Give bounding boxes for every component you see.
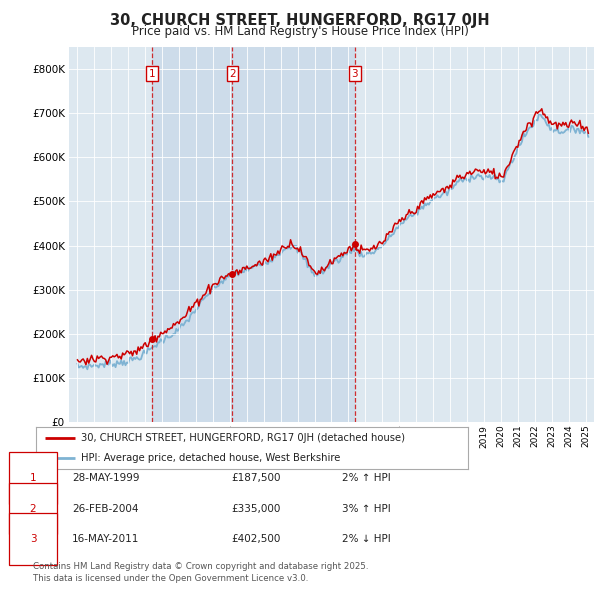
Text: Price paid vs. HM Land Registry's House Price Index (HPI): Price paid vs. HM Land Registry's House … <box>131 25 469 38</box>
Text: 1: 1 <box>149 68 155 78</box>
Text: 2% ↓ HPI: 2% ↓ HPI <box>342 535 391 544</box>
Text: £402,500: £402,500 <box>231 535 280 544</box>
Text: 2% ↑ HPI: 2% ↑ HPI <box>342 473 391 483</box>
Text: 16-MAY-2011: 16-MAY-2011 <box>72 535 139 544</box>
Text: 2: 2 <box>29 504 37 513</box>
Bar <box>232 47 355 422</box>
Text: Contains HM Land Registry data © Crown copyright and database right 2025.
This d: Contains HM Land Registry data © Crown c… <box>33 562 368 583</box>
Text: 30, CHURCH STREET, HUNGERFORD, RG17 0JH: 30, CHURCH STREET, HUNGERFORD, RG17 0JH <box>110 13 490 28</box>
Bar <box>152 47 232 422</box>
Text: 30, CHURCH STREET, HUNGERFORD, RG17 0JH (detached house): 30, CHURCH STREET, HUNGERFORD, RG17 0JH … <box>82 433 406 443</box>
Text: £335,000: £335,000 <box>231 504 280 513</box>
Text: £187,500: £187,500 <box>231 473 281 483</box>
Text: 2: 2 <box>229 68 236 78</box>
Text: 1: 1 <box>29 473 37 483</box>
Text: 3: 3 <box>352 68 358 78</box>
Text: HPI: Average price, detached house, West Berkshire: HPI: Average price, detached house, West… <box>82 453 341 463</box>
Text: 3% ↑ HPI: 3% ↑ HPI <box>342 504 391 513</box>
Text: 28-MAY-1999: 28-MAY-1999 <box>72 473 139 483</box>
Text: 3: 3 <box>29 535 37 544</box>
Text: 26-FEB-2004: 26-FEB-2004 <box>72 504 139 513</box>
